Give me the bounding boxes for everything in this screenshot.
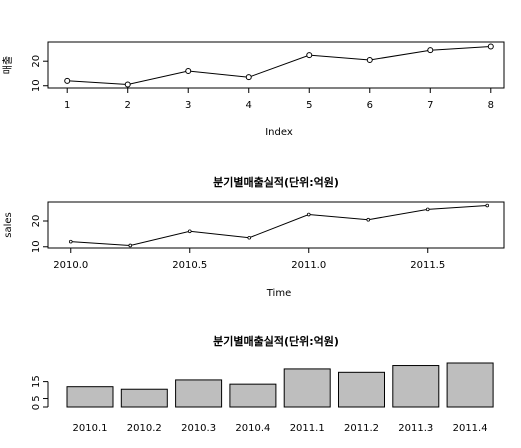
data-point: [185, 68, 192, 75]
x-tick-label: 2: [125, 100, 131, 111]
x-category-label: 2011.1: [290, 423, 325, 434]
y-tick-label: 15: [31, 375, 42, 388]
series-line: [70, 205, 488, 247]
data-point: [306, 52, 313, 59]
bar-2011.4: [446, 362, 494, 408]
x-category-label: 2010.1: [73, 423, 108, 434]
data-point: [124, 81, 131, 88]
x-axis-label: Index: [265, 127, 293, 138]
y-tick-label: 10: [31, 79, 42, 92]
x-axis-label: Time: [266, 288, 291, 299]
data-point: [427, 47, 434, 54]
x-category-label: 2010.2: [127, 423, 162, 434]
bar-2010.1: [66, 386, 114, 408]
y-tick-label: 20: [31, 215, 42, 228]
data-point: [245, 74, 252, 81]
y-tick-label: 5: [31, 395, 42, 401]
x-tick-label: 1: [64, 100, 70, 111]
x-tick-label: 2011.0: [291, 260, 326, 271]
plot-frame: [47, 41, 505, 89]
chart-title: 분기별매출실적(단위:억원): [213, 175, 339, 189]
data-point: [247, 235, 252, 240]
x-category-label: 2010.4: [235, 423, 270, 434]
series-line: [67, 46, 491, 86]
data-point: [64, 77, 71, 84]
y-axis-label: 매출: [2, 56, 14, 74]
x-category-label: 2011.2: [344, 423, 379, 434]
line-chart-2: 분기별매출실적(단위:억원) 2010.0 2010.5 2011.0 2011.5 10…: [3, 175, 505, 299]
x-tick-label: 4: [246, 100, 252, 111]
bar-2010.4: [229, 383, 277, 408]
data-point: [425, 207, 430, 212]
bar-2010.2: [120, 388, 168, 408]
y-tick-label: 0: [31, 404, 42, 410]
bar-chart: 분기별매출실적(단위:억원) 2010.1 2010.2 2010.3 2010.4 20…: [31, 334, 494, 434]
bar-2011.3: [392, 365, 440, 408]
chart-title: 분기별매출실적(단위:억원): [213, 334, 339, 348]
y-tick-label: 20: [31, 55, 42, 68]
data-point: [485, 203, 490, 208]
bar-2011.2: [338, 371, 385, 408]
x-tick-label: 7: [427, 100, 433, 111]
x-category-label: 2011.3: [398, 423, 433, 434]
data-point: [366, 56, 373, 63]
data-point: [68, 239, 73, 244]
bar-2010.3: [175, 379, 223, 408]
x-tick-label: 2010.5: [172, 260, 207, 271]
x-tick-label: 6: [367, 100, 373, 111]
y-tick-label: 10: [31, 240, 42, 253]
data-point: [366, 217, 371, 222]
x-category-label: 2011.4: [453, 423, 488, 434]
data-point: [306, 212, 311, 217]
x-tick-label: 5: [306, 100, 312, 111]
data-point: [487, 43, 494, 50]
bar-2011.1: [283, 368, 331, 408]
line-chart-1: 1 2 3 4 5 6 7 8 10 20 Index 매출: [2, 41, 505, 138]
x-tick-label: 8: [488, 100, 494, 111]
y-axis-label: sales: [3, 212, 14, 237]
x-category-label: 2010.3: [181, 423, 216, 434]
x-tick-label: 2011.5: [410, 260, 445, 271]
x-tick-label: 3: [185, 100, 191, 111]
data-point: [187, 229, 192, 234]
data-point: [128, 243, 133, 248]
x-tick-label: 2010.0: [53, 260, 88, 271]
